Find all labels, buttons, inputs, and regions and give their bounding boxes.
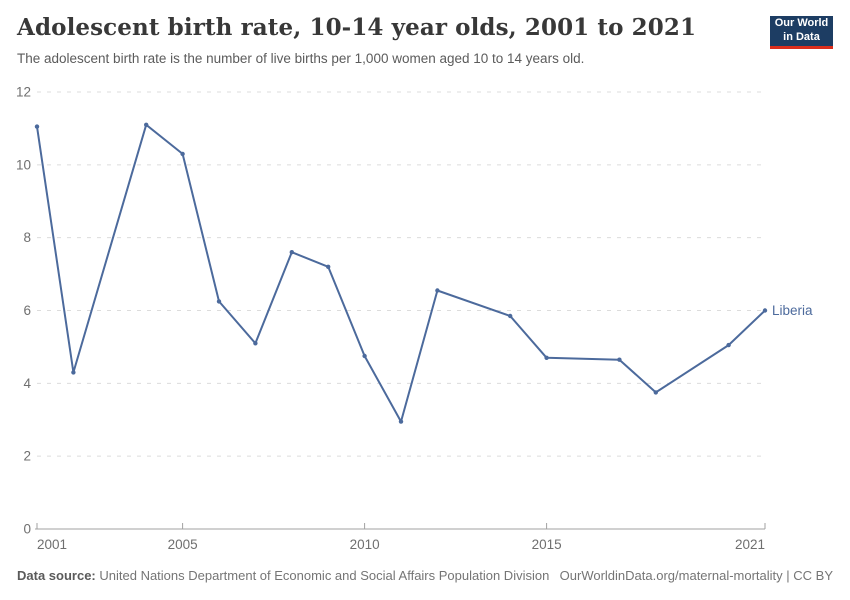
- data-point-2002[interactable]: [71, 370, 76, 375]
- chart-footer: Data source: United Nations Department o…: [17, 568, 833, 583]
- data-point-2018[interactable]: [653, 390, 658, 395]
- x-axis-tick-label-2005: 2005: [168, 537, 198, 552]
- data-source-note: Data source: United Nations Department o…: [17, 568, 549, 583]
- owid-logo-line2: in Data: [783, 31, 820, 43]
- series-line-liberia[interactable]: [36, 123, 766, 423]
- data-point-2008[interactable]: [289, 250, 294, 255]
- x-axis-tick-label-2001: 2001: [37, 537, 67, 552]
- y-axis-tick-label-2: 2: [23, 449, 31, 464]
- y-axis-tick-label-10: 10: [16, 157, 31, 172]
- x-axis-tick-label-2021: 2021: [735, 537, 765, 552]
- data-point-2007[interactable]: [253, 341, 258, 346]
- data-point-2005[interactable]: [180, 151, 185, 157]
- data-point-2004[interactable]: [144, 122, 149, 128]
- data-point-2009[interactable]: [326, 264, 331, 269]
- y-axis-tick-label-0: 0: [23, 522, 31, 537]
- data-point-2020[interactable]: [726, 342, 731, 348]
- y-axis-tick-label-12: 12: [16, 85, 31, 100]
- x-axis-tick-label-2010: 2010: [350, 537, 380, 552]
- x-axis-tick-label-2015: 2015: [532, 537, 562, 552]
- owid-cc-link[interactable]: OurWorldinData.org/maternal-mortality | …: [559, 568, 833, 583]
- data-source-link[interactable]: United Nations Department of Economic an…: [99, 568, 550, 583]
- data-point-2006[interactable]: [216, 299, 222, 304]
- owid-logo[interactable]: Our World in Data: [770, 16, 833, 49]
- data-point-2001[interactable]: [34, 124, 40, 129]
- owid-logo-line1: Our World: [774, 17, 829, 30]
- data-point-2014[interactable]: [508, 313, 513, 319]
- data-source-label: Data source:: [17, 568, 96, 583]
- data-point-2017[interactable]: [617, 357, 622, 362]
- data-point-2010[interactable]: [362, 353, 367, 359]
- y-axis-tick-label-6: 6: [23, 303, 31, 318]
- chart-title: Adolescent birth rate, 10-14 year olds, …: [17, 14, 697, 41]
- chart-header: Adolescent birth rate, 10-14 year olds, …: [17, 14, 750, 66]
- data-point-2015[interactable]: [544, 355, 549, 360]
- data-point-2011[interactable]: [398, 419, 404, 424]
- y-axis-tick-label-4: 4: [23, 376, 31, 391]
- data-point-2021[interactable]: [762, 308, 768, 313]
- data-point-2012[interactable]: [435, 288, 440, 293]
- chart-subtitle: The adolescent birth rate is the number …: [17, 50, 585, 66]
- series-label-liberia[interactable]: Liberia: [772, 303, 813, 318]
- y-axis-tick-label-8: 8: [23, 230, 31, 245]
